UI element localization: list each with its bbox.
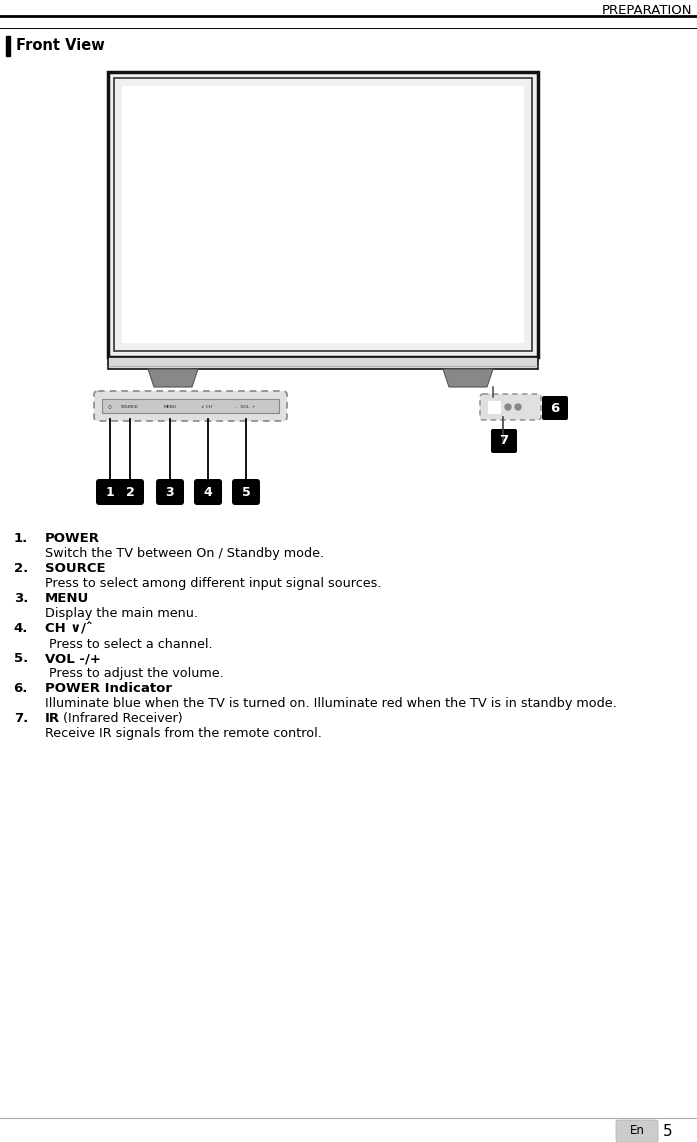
Text: Press to adjust the volume.: Press to adjust the volume.	[45, 668, 224, 681]
Bar	[108, 357, 538, 369]
Text: PREPARATION: PREPARATION	[602, 5, 692, 17]
FancyBboxPatch shape	[94, 391, 287, 421]
Text: Illuminate blue when the TV is turned on. Illuminate red when the TV is in stand: Illuminate blue when the TV is turned on…	[45, 698, 617, 710]
FancyBboxPatch shape	[156, 478, 184, 505]
FancyBboxPatch shape	[116, 478, 144, 505]
FancyBboxPatch shape	[616, 1120, 658, 1142]
Text: -  VOL  +: - VOL +	[236, 405, 256, 409]
FancyBboxPatch shape	[480, 394, 541, 420]
Polygon shape	[148, 369, 198, 387]
Text: 4.: 4.	[14, 622, 28, 635]
FancyBboxPatch shape	[194, 478, 222, 505]
FancyBboxPatch shape	[232, 478, 260, 505]
Text: Press to select a channel.: Press to select a channel.	[45, 637, 213, 651]
Circle shape	[515, 404, 521, 410]
Text: 7: 7	[500, 434, 509, 448]
Text: 6.: 6.	[14, 682, 28, 695]
Bar	[108, 72, 538, 357]
Text: SOURCE: SOURCE	[45, 562, 106, 576]
Text: ○: ○	[108, 405, 112, 409]
Text: 1.: 1.	[14, 532, 28, 545]
Bar	[122, 86, 524, 343]
Text: POWER Indicator: POWER Indicator	[45, 682, 172, 695]
Text: MENU: MENU	[45, 592, 89, 605]
Polygon shape	[443, 369, 493, 387]
Text: Press to select among different input signal sources.: Press to select among different input si…	[45, 578, 381, 590]
FancyBboxPatch shape	[96, 478, 124, 505]
Text: 4: 4	[204, 485, 213, 499]
Text: SOURCE: SOURCE	[121, 405, 139, 409]
Text: CH ∨/ˆ: CH ∨/ˆ	[45, 622, 93, 635]
Text: 6: 6	[551, 402, 560, 415]
Bar	[488, 401, 500, 413]
Text: Front View: Front View	[16, 38, 105, 53]
Text: 1: 1	[106, 485, 114, 499]
Text: POWER: POWER	[45, 532, 100, 545]
Text: 5.: 5.	[14, 652, 28, 665]
Text: IR: IR	[45, 711, 60, 725]
Text: MENU: MENU	[164, 405, 176, 409]
Text: 7.: 7.	[14, 711, 28, 725]
Text: 5: 5	[242, 485, 250, 499]
Text: ∨ CH ˆ: ∨ CH ˆ	[201, 405, 215, 409]
Text: Receive IR signals from the remote control.: Receive IR signals from the remote contr…	[45, 727, 322, 740]
Text: En: En	[629, 1125, 645, 1137]
Bar	[6, 37, 10, 56]
Text: Display the main menu.: Display the main menu.	[45, 608, 198, 620]
Text: 3: 3	[166, 485, 174, 499]
Text: VOL -/+: VOL -/+	[45, 652, 101, 665]
Text: Switch the TV between On / Standby mode.: Switch the TV between On / Standby mode.	[45, 547, 324, 561]
FancyBboxPatch shape	[491, 429, 517, 453]
Text: 2.: 2.	[14, 562, 28, 576]
Text: 2: 2	[125, 485, 135, 499]
Text: 5: 5	[663, 1124, 673, 1139]
Bar	[102, 399, 279, 413]
Circle shape	[505, 404, 511, 410]
Text: 3.: 3.	[14, 592, 28, 605]
Text: (Infrared Receiver): (Infrared Receiver)	[59, 711, 183, 725]
FancyBboxPatch shape	[542, 396, 568, 420]
Bar	[114, 78, 532, 351]
